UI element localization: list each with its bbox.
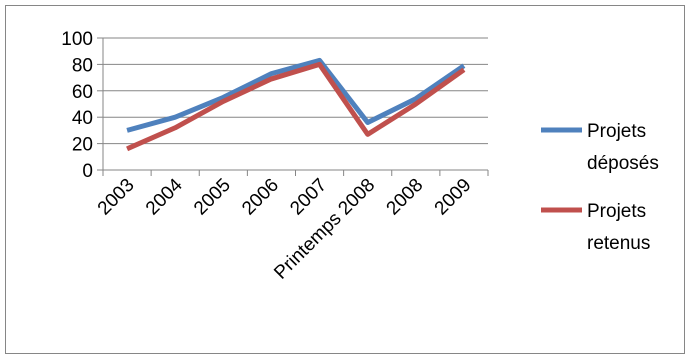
y-tick-label: 60 — [72, 82, 93, 103]
series-line-0 — [126, 57, 466, 133]
series-lines — [126, 57, 466, 152]
y-tick-labels: 0 20 40 60 80 100 — [61, 29, 93, 182]
legend-label: Projets — [587, 121, 646, 142]
legend-label: retenus — [587, 233, 650, 254]
x-tick-label: 2006 — [238, 175, 283, 220]
y-tick-label: 40 — [72, 108, 93, 129]
y-tick-label: 100 — [61, 29, 93, 50]
x-tick-label: 2004 — [142, 174, 187, 219]
y-tick-label: 20 — [72, 135, 93, 156]
x-tick-label: 2009 — [431, 175, 476, 220]
x-tick-label: 2007 — [286, 175, 331, 220]
chart-frame — [5, 5, 685, 354]
x-tick-label: 2003 — [94, 175, 139, 220]
y-tick-label: 0 — [82, 161, 93, 182]
legend: Projets déposés Projets retenus — [541, 121, 659, 254]
legend-label: Projets — [587, 201, 646, 222]
series-line-1 — [126, 61, 466, 152]
x-tick-label: 2005 — [190, 175, 235, 220]
y-tick-label: 80 — [72, 55, 93, 76]
axes — [97, 37, 489, 176]
legend-label: déposés — [587, 153, 659, 174]
x-tick-label: 2008 — [383, 175, 428, 220]
